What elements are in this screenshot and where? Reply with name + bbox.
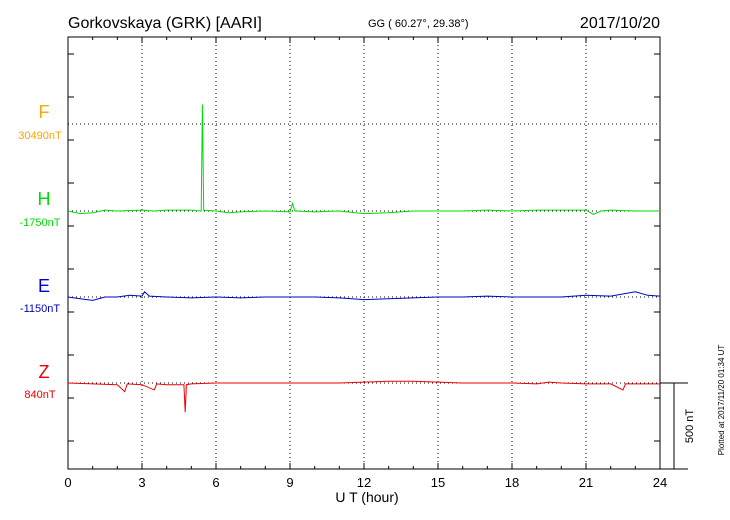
series-line-h: [67, 104, 660, 215]
scale-bar-label: 500 nT: [684, 409, 696, 444]
scale-bar: 500 nT: [660, 382, 696, 470]
plotted-at-note: Plotted at 2017/11/20 01:34 UT: [717, 345, 726, 456]
station-coords: GG ( 60.27°, 29.38°): [368, 18, 469, 30]
x-tick-label: 15: [431, 475, 445, 490]
series-name-e: E: [38, 276, 50, 296]
x-axis-label: U T (hour): [335, 489, 398, 505]
series-name-h: H: [38, 189, 51, 209]
x-tick-label: 12: [357, 475, 371, 490]
x-tick-label: 9: [286, 475, 293, 490]
series-baseline-h: -1750nT: [20, 217, 61, 229]
series-labels: F 30490nT H -1750nT E -1150nT Z 840nT: [18, 102, 62, 401]
series-lines: [67, 104, 661, 413]
x-tick-label: 24: [653, 475, 667, 490]
series-baseline-z: 840nT: [24, 389, 55, 401]
series-name-z: Z: [39, 362, 50, 382]
x-tick-label: 18: [505, 475, 519, 490]
x-tick-label: 21: [579, 475, 593, 490]
series-line-z: [67, 380, 660, 413]
x-tick-label: 6: [212, 475, 219, 490]
chart-date: 2017/10/20: [580, 15, 660, 32]
station-title: Gorkovskaya (GRK) [AARI]: [68, 15, 262, 32]
x-axis-ticks: 0 3 6 9 12 15 18 21 24: [64, 37, 667, 490]
series-baseline-f: 30490nT: [18, 130, 62, 142]
x-tick-label: 0: [64, 475, 71, 490]
series-line-e: [67, 291, 661, 301]
grid: [141, 37, 587, 469]
baselines: [68, 123, 660, 384]
series-name-f: F: [39, 102, 50, 122]
x-tick-label: 3: [138, 475, 145, 490]
series-baseline-e: -1150nT: [20, 303, 60, 315]
